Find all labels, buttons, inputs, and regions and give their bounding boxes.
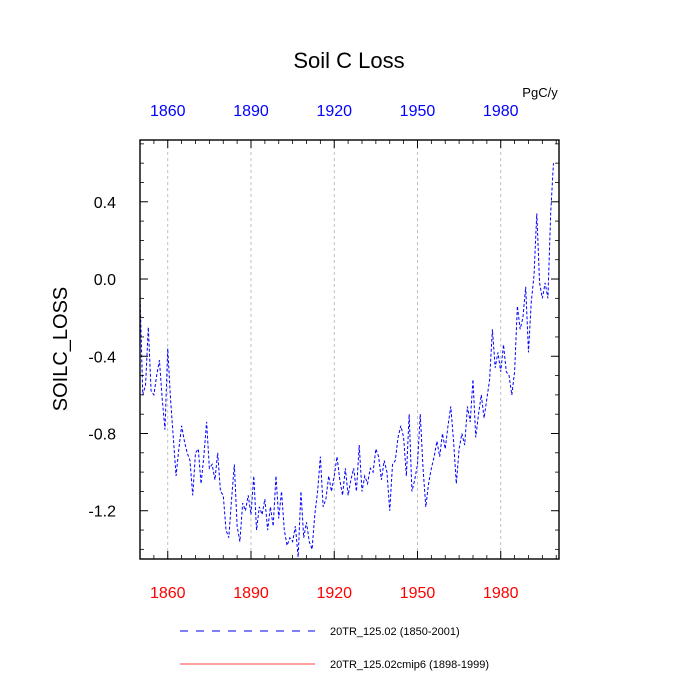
- bottom-tick-label: 1890: [233, 585, 269, 602]
- y-tick-label: -0.8: [88, 426, 116, 443]
- plot-frame: [139, 139, 560, 560]
- top-axis-labels: 1860 1890 1920 1950 1980: [150, 103, 519, 120]
- units-label: PgC/y: [522, 85, 558, 100]
- legend: 20TR_125.02 (1850-2001) 20TR_125.02cmip6…: [180, 626, 489, 671]
- top-tick-label: 1860: [150, 103, 186, 120]
- legend-label-1: 20TR_125.02 (1850-2001): [330, 626, 460, 638]
- y-tick-label: -1.2: [88, 504, 116, 521]
- top-tick-label: 1950: [400, 103, 436, 120]
- bottom-tick-label: 1860: [150, 585, 186, 602]
- bottom-tick-label: 1980: [483, 585, 519, 602]
- y-tick-label: -0.4: [88, 349, 116, 366]
- y-axis-labels: 0.4 0.0 -0.4 -0.8 -1.2: [88, 195, 116, 521]
- grid: [167, 140, 502, 559]
- bottom-tick-label: 1950: [400, 585, 436, 602]
- y-tick-label: 0.4: [94, 195, 116, 212]
- bottom-tick-label: 1920: [316, 585, 352, 602]
- y-tick-label: 0.0: [94, 272, 116, 289]
- series-layer: [139, 163, 554, 558]
- legend-label-2: 20TR_125.02cmip6 (1898-1999): [330, 659, 489, 671]
- top-tick-label: 1920: [316, 103, 352, 120]
- y-axis-label: SOILC_LOSS: [50, 287, 72, 412]
- ticks: [139, 140, 559, 559]
- top-tick-label: 1890: [233, 103, 269, 120]
- chart-title: Soil C Loss: [293, 48, 404, 73]
- series-line-1: [139, 163, 554, 558]
- bottom-axis-labels: 1860 1890 1920 1950 1980: [150, 585, 519, 602]
- top-tick-label: 1980: [483, 103, 519, 120]
